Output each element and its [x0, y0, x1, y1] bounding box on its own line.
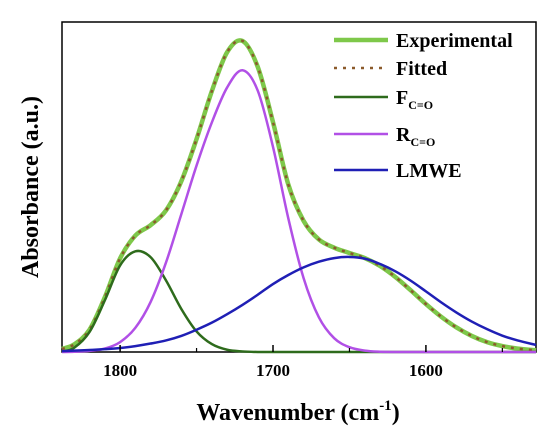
x-axis-title: Wavenumber (cm-1)	[196, 398, 399, 426]
legend-label-f-co: FC=O	[396, 87, 433, 112]
legend: Experimental Fitted FC=O RC=O LMWE	[334, 30, 513, 182]
series-layer	[61, 38, 537, 354]
series-lmwe	[61, 255, 537, 353]
x-axis-title-main: Wavenumber (cm	[196, 400, 379, 426]
legend-label-r-co-sub: C=O	[410, 135, 435, 149]
y-axis-title: Absorbance (a.u.)	[18, 96, 44, 278]
legend-label-f-co-sub: C=O	[408, 98, 433, 112]
legend-label-f-co-main: F	[396, 87, 408, 109]
legend-label-r-co: RC=O	[396, 124, 435, 149]
x-axis-title-sup: -1	[379, 398, 392, 414]
legend-label-lmwe: LMWE	[396, 160, 462, 182]
legend-label-r-co-main: R	[396, 124, 411, 146]
x-axis-title-close: )	[392, 400, 400, 426]
plot-frame	[61, 21, 537, 353]
x-ticks: 1800 1700 1600	[103, 345, 503, 380]
series-r-co	[61, 68, 536, 354]
x-tick-label: 1700	[256, 361, 290, 380]
series-experimental	[61, 38, 537, 353]
x-tick-label: 1600	[409, 361, 443, 380]
x-tick-label: 1800	[103, 361, 137, 380]
series-fitted	[61, 39, 537, 352]
legend-label-fitted: Fitted	[396, 58, 447, 80]
legend-label-experimental: Experimental	[396, 30, 513, 52]
